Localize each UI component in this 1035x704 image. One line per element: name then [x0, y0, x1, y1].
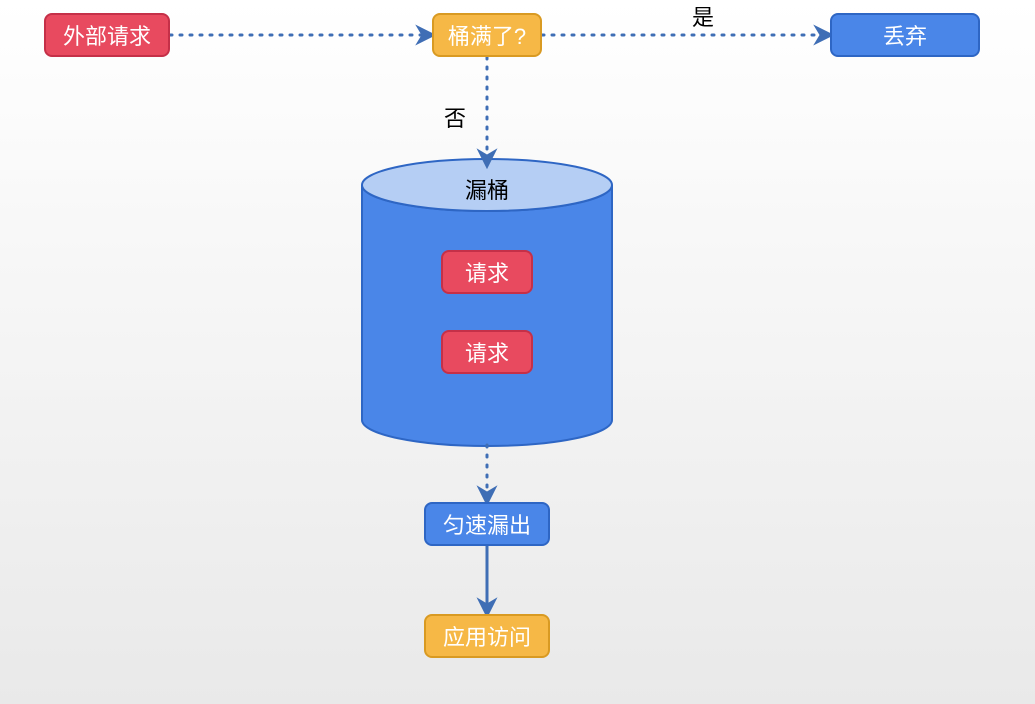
node-external-request: 外部请求 [44, 13, 170, 57]
node-label: 匀速漏出 [443, 508, 531, 540]
node-label: 请求 [465, 336, 509, 368]
node-request-1: 请求 [441, 250, 533, 294]
node-label: 桶满了? [448, 19, 526, 51]
node-constant-leak: 匀速漏出 [424, 502, 550, 546]
node-label: 丢弃 [883, 19, 927, 51]
node-app-access: 应用访问 [424, 614, 550, 658]
node-request-2: 请求 [441, 330, 533, 374]
node-discard: 丢弃 [830, 13, 980, 57]
edge-label-no: 否 [444, 101, 466, 133]
node-label: 应用访问 [443, 620, 531, 652]
edge-label-yes: 是 [692, 0, 714, 32]
node-bucket-full: 桶满了? [432, 13, 542, 57]
cylinder-label: 漏桶 [427, 173, 547, 205]
node-label: 请求 [465, 256, 509, 288]
node-label: 外部请求 [63, 19, 151, 51]
